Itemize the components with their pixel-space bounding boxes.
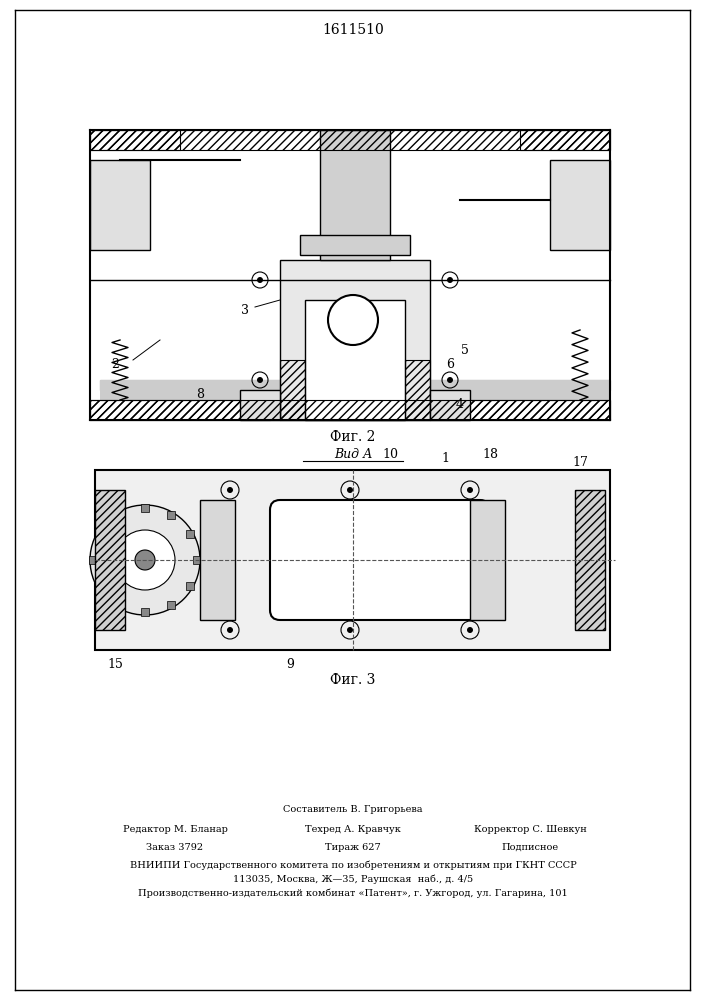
Text: 4: 4 xyxy=(456,398,464,412)
Text: Фиг. 3: Фиг. 3 xyxy=(330,673,375,687)
Bar xyxy=(90,160,150,250)
Bar xyxy=(115,511,123,519)
Circle shape xyxy=(328,295,378,345)
Text: 5: 5 xyxy=(461,344,469,357)
Bar xyxy=(141,504,149,512)
Text: 3: 3 xyxy=(241,304,249,316)
Bar xyxy=(95,490,125,630)
Circle shape xyxy=(467,627,473,633)
Circle shape xyxy=(135,550,155,570)
Circle shape xyxy=(227,627,233,633)
Bar xyxy=(89,556,97,564)
Bar xyxy=(186,530,194,538)
Text: ВНИИПИ Государственного комитета по изобретениям и открытиям при ГКНТ СССР: ВНИИПИ Государственного комитета по изоб… xyxy=(129,860,576,870)
Text: 8: 8 xyxy=(196,388,204,401)
Text: Техред А. Кравчук: Техред А. Кравчук xyxy=(305,826,401,834)
Bar xyxy=(193,556,201,564)
Bar xyxy=(115,601,123,609)
FancyBboxPatch shape xyxy=(270,500,490,620)
Text: Заказ 3792: Заказ 3792 xyxy=(146,842,204,852)
Text: Редактор М. Бланар: Редактор М. Бланар xyxy=(122,826,228,834)
Text: 10: 10 xyxy=(382,448,398,462)
Text: Фиг. 2: Фиг. 2 xyxy=(330,430,375,444)
Bar xyxy=(470,500,505,620)
Polygon shape xyxy=(100,380,610,400)
Circle shape xyxy=(447,377,453,383)
Text: Корректор С. Шевкун: Корректор С. Шевкун xyxy=(474,826,586,834)
Text: 1: 1 xyxy=(441,452,449,464)
Circle shape xyxy=(447,277,453,283)
Bar xyxy=(95,470,610,650)
Text: Производственно-издательский комбинат «Патент», г. Ужгород, ул. Гагарина, 101: Производственно-издательский комбинат «П… xyxy=(138,888,568,898)
Bar xyxy=(96,530,104,538)
Bar xyxy=(167,511,175,519)
Circle shape xyxy=(227,487,233,493)
Text: Вид А: Вид А xyxy=(334,448,373,462)
Text: 15: 15 xyxy=(107,658,123,672)
Bar xyxy=(96,582,104,590)
Circle shape xyxy=(257,377,263,383)
Circle shape xyxy=(257,277,263,283)
Text: 2: 2 xyxy=(111,359,119,371)
Text: 9: 9 xyxy=(286,658,294,672)
Bar xyxy=(167,601,175,609)
Bar xyxy=(240,390,280,420)
Text: Составитель В. Григорьева: Составитель В. Григорьева xyxy=(284,806,423,814)
Bar xyxy=(186,582,194,590)
Bar xyxy=(575,490,605,630)
Text: 18: 18 xyxy=(482,448,498,462)
Circle shape xyxy=(90,505,200,615)
Bar xyxy=(300,235,410,255)
Circle shape xyxy=(347,487,353,493)
Bar xyxy=(280,260,430,420)
Bar xyxy=(550,160,610,250)
Bar xyxy=(200,500,235,620)
Text: Подписное: Подписное xyxy=(501,842,559,852)
Text: 1611510: 1611510 xyxy=(322,23,384,37)
Circle shape xyxy=(467,487,473,493)
Circle shape xyxy=(347,627,353,633)
Text: 17: 17 xyxy=(572,456,588,468)
Text: Тираж 627: Тираж 627 xyxy=(325,842,381,852)
Bar xyxy=(430,390,470,420)
Bar xyxy=(305,300,405,420)
Bar xyxy=(141,608,149,616)
Text: 113035, Москва, Ж—35, Раушская  наб., д. 4/5: 113035, Москва, Ж—35, Раушская наб., д. … xyxy=(233,874,473,884)
Text: 6: 6 xyxy=(446,359,454,371)
Bar xyxy=(320,130,390,260)
Circle shape xyxy=(115,530,175,590)
